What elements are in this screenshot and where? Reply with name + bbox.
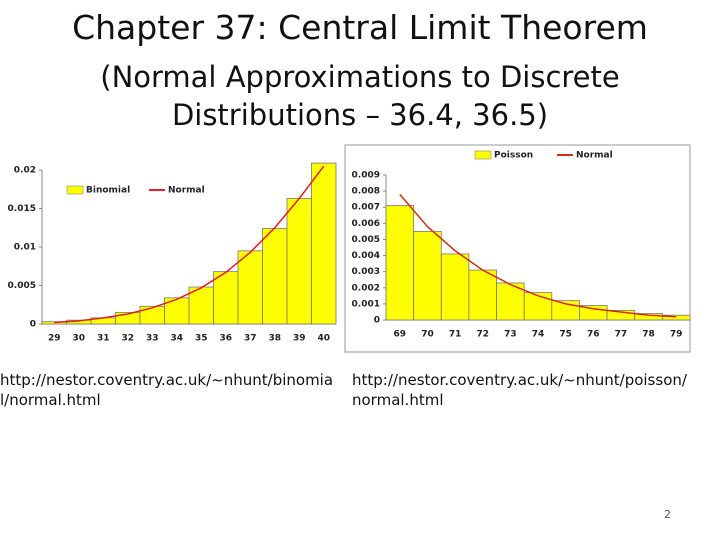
x-tick-label: 30 bbox=[72, 334, 85, 344]
bar bbox=[413, 230, 442, 321]
link-text: http://nestor.coventry.ac.uk/~nhunt/bino… bbox=[0, 371, 334, 409]
y-tick-label: 0.008 bbox=[352, 187, 380, 197]
y-tick-label: 0.009 bbox=[352, 171, 380, 181]
bar bbox=[661, 314, 691, 321]
legend-swatch bbox=[474, 150, 492, 160]
legend-label: Normal bbox=[576, 151, 613, 161]
y-tick-label: 0 bbox=[30, 320, 36, 330]
y-tick-label: 0.006 bbox=[352, 219, 380, 229]
x-tick-label: 78 bbox=[642, 330, 655, 340]
x-tick-label: 73 bbox=[504, 330, 517, 340]
bar bbox=[440, 253, 470, 321]
bar bbox=[286, 198, 312, 325]
bar bbox=[237, 250, 263, 325]
legend-label: Normal bbox=[168, 186, 205, 196]
x-tick-label: 33 bbox=[146, 334, 159, 344]
x-tick-label: 31 bbox=[97, 334, 110, 344]
bar bbox=[262, 228, 288, 325]
x-tick-label: 29 bbox=[48, 334, 61, 344]
charts: 0 0.005 0.01 0.015 0.02 29 30 31 32 33 34 35 36 37 38 3… bbox=[0, 144, 691, 353]
line-series bbox=[54, 165, 325, 324]
y-tick-label: 0.004 bbox=[352, 251, 380, 261]
line-series bbox=[399, 193, 677, 318]
x-tick-label: 39 bbox=[293, 334, 306, 344]
x-tick-label: 74 bbox=[532, 330, 545, 340]
x-tick-label: 34 bbox=[170, 334, 183, 344]
x-tick-label: 37 bbox=[244, 334, 257, 344]
x-tick-label: 70 bbox=[421, 330, 434, 340]
x-tick-label: 35 bbox=[195, 334, 208, 344]
y-tick-label: 0.002 bbox=[352, 283, 380, 293]
bar bbox=[385, 205, 415, 321]
link-text: http://nestor.coventry.ac.uk/~nhunt/pois… bbox=[352, 371, 687, 409]
y-tick-label: 0 bbox=[374, 316, 380, 326]
x-tick-label: 79 bbox=[670, 330, 683, 340]
x-tick-label: 77 bbox=[615, 330, 628, 340]
bar bbox=[213, 271, 239, 325]
y-tick-label: 0.001 bbox=[352, 299, 380, 309]
y-tick-label: 0.02 bbox=[14, 166, 36, 176]
legend-label: Binomial bbox=[86, 186, 130, 196]
x-tick-label: 36 bbox=[219, 334, 232, 344]
y-tick-label: 0.005 bbox=[8, 281, 36, 291]
x-tick-label: 76 bbox=[587, 330, 600, 340]
y-tick-label: 0.007 bbox=[352, 203, 380, 213]
y-tick-label: 0.003 bbox=[352, 267, 380, 277]
x-tick-label: 75 bbox=[559, 330, 572, 340]
bar bbox=[523, 292, 553, 321]
x-tick-label: 40 bbox=[317, 334, 330, 344]
y-tick-label: 0.015 bbox=[8, 204, 36, 214]
bar bbox=[468, 269, 497, 321]
slide-title: Chapter 37: Central Limit Theorem bbox=[72, 8, 648, 47]
slide-subtitle: (Normal Approximations to Discrete Distr… bbox=[100, 60, 620, 132]
legend-label: Poisson bbox=[494, 151, 533, 161]
x-tick-label: 38 bbox=[268, 334, 281, 344]
legend-swatch bbox=[66, 185, 84, 195]
bar bbox=[311, 162, 337, 325]
y-tick-label: 0.01 bbox=[14, 243, 36, 253]
x-tick-label: 72 bbox=[476, 330, 489, 340]
x-tick-label: 71 bbox=[449, 330, 462, 340]
x-tick-label: 69 bbox=[394, 330, 407, 340]
page-number: 2 bbox=[664, 508, 671, 521]
bar bbox=[139, 305, 165, 325]
x-tick-label: 32 bbox=[121, 334, 134, 344]
y-tick-label: 0.005 bbox=[352, 235, 380, 245]
